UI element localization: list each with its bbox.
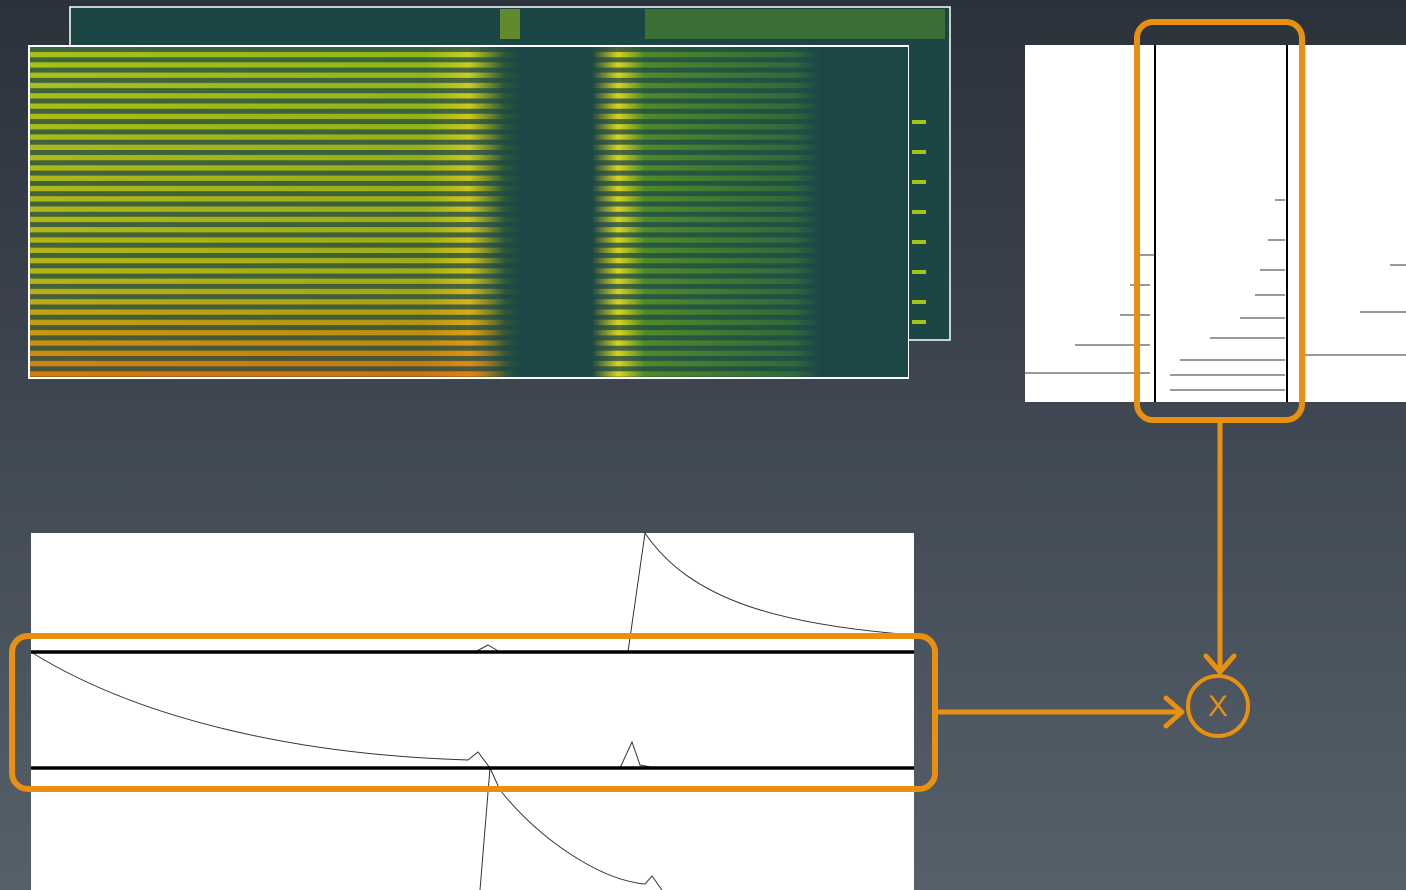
arrow-down xyxy=(1203,419,1237,675)
signal-plot-right xyxy=(1025,45,1406,402)
operator-node xyxy=(1186,674,1250,738)
spectrogram-front xyxy=(28,45,909,379)
arrow-right xyxy=(933,695,1185,729)
signal-plot-bottom xyxy=(30,531,915,890)
operator-label: X xyxy=(1208,690,1228,723)
